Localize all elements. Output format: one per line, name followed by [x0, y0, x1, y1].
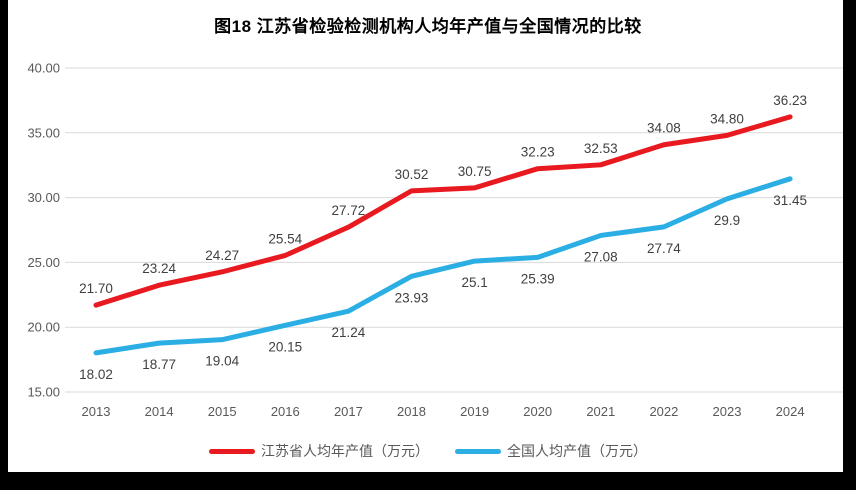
legend-label-jiangsu: 江苏省人均年产值（万元） — [261, 443, 429, 459]
data-label-series-1: 20.15 — [268, 339, 302, 354]
data-label-series-1: 18.77 — [142, 357, 176, 372]
data-label-series-0: 25.54 — [268, 231, 302, 246]
right-border-bar — [843, 0, 856, 490]
data-label-series-0: 30.75 — [458, 164, 492, 179]
legend-item-national[interactable]: 全国人均产值（万元） — [455, 441, 647, 461]
x-axis-tick-label: 2022 — [649, 404, 678, 419]
national-line-swatch — [455, 448, 501, 454]
data-label-series-1: 19.04 — [205, 354, 239, 369]
x-axis-tick-label: 2024 — [776, 404, 805, 419]
data-label-series-0: 36.23 — [773, 93, 807, 108]
data-label-series-1: 27.08 — [584, 249, 618, 264]
x-axis-tick-label: 2023 — [713, 404, 742, 419]
data-label-series-0: 27.72 — [332, 203, 366, 218]
x-axis-tick-label: 2016 — [271, 404, 300, 419]
jiangsu-line-swatch — [209, 448, 255, 454]
y-axis-tick-label: 25.00 — [27, 255, 60, 270]
data-label-series-0: 21.70 — [79, 281, 113, 296]
data-label-series-0: 32.23 — [521, 145, 555, 160]
data-label-series-0: 34.80 — [710, 111, 744, 126]
legend-item-jiangsu[interactable]: 江苏省人均年产值（万元） — [209, 441, 429, 461]
x-axis-tick-label: 2019 — [460, 404, 489, 419]
data-label-series-0: 23.24 — [142, 261, 176, 276]
data-label-series-1: 31.45 — [773, 193, 807, 208]
x-axis-tick-label: 2021 — [586, 404, 615, 419]
data-label-series-1: 29.9 — [714, 213, 740, 228]
x-axis-tick-label: 2013 — [82, 404, 111, 419]
y-axis-tick-label: 35.00 — [27, 125, 60, 140]
data-label-series-1: 18.02 — [79, 367, 113, 382]
data-label-series-0: 34.08 — [647, 121, 681, 136]
y-axis-tick-label: 20.00 — [27, 320, 60, 335]
legend-label-national: 全国人均产值（万元） — [507, 443, 647, 459]
x-axis-tick-label: 2020 — [523, 404, 552, 419]
data-label-series-1: 27.74 — [647, 241, 681, 256]
data-label-series-1: 23.93 — [395, 290, 429, 305]
y-axis-tick-label: 15.00 — [27, 385, 60, 400]
left-border-bar — [0, 0, 8, 490]
y-axis-tick-label: 40.00 — [27, 61, 60, 76]
chart-title: 图18 江苏省检验检测机构人均年产值与全国情况的比较 — [214, 17, 642, 36]
x-axis-tick-label: 2017 — [334, 404, 363, 419]
chart-legend: 江苏省人均年产值（万元） 全国人均产值（万元） — [0, 441, 856, 461]
series-line-1 — [93, 176, 793, 356]
x-axis-tick-label: 2018 — [397, 404, 426, 419]
data-label-series-0: 30.52 — [395, 167, 429, 182]
data-label-series-1: 21.24 — [332, 325, 366, 340]
data-label-series-0: 32.53 — [584, 141, 618, 156]
data-label-series-0: 24.27 — [205, 248, 239, 263]
x-axis-tick-label: 2015 — [208, 404, 237, 419]
bottom-border-bar — [0, 472, 856, 490]
data-label-series-1: 25.39 — [521, 271, 555, 286]
y-axis-tick-label: 30.00 — [27, 190, 60, 205]
series-line-0 — [93, 114, 793, 308]
data-label-series-1: 25.1 — [461, 275, 487, 290]
x-axis-tick-label: 2014 — [145, 404, 174, 419]
